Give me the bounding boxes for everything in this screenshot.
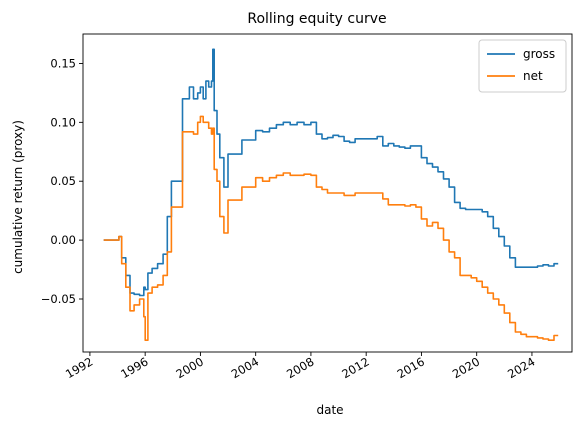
chart-title: Rolling equity curve — [247, 11, 386, 27]
y-tick-label: 0.10 — [50, 115, 76, 129]
series-line-net — [103, 115, 559, 341]
y-axis: −0.05 0.00 0.05 0.10 0.15 — [41, 56, 83, 306]
legend-label-net: net — [523, 69, 543, 83]
x-axis-label: date — [316, 403, 343, 417]
y-tick-label: −0.05 — [41, 292, 76, 306]
series-line-gross — [103, 48, 559, 297]
legend-box — [478, 39, 567, 93]
y-axis-label: cumulative return (proxy) — [11, 120, 25, 274]
legend: gross net — [478, 39, 567, 93]
y-tick-label: 0.00 — [50, 233, 76, 247]
y-tick-label: 0.05 — [50, 174, 76, 188]
y-tick-label: 0.15 — [50, 56, 76, 70]
legend-label-gross: gross — [523, 47, 555, 61]
axes-frame — [82, 33, 573, 353]
plot-area — [103, 48, 559, 341]
